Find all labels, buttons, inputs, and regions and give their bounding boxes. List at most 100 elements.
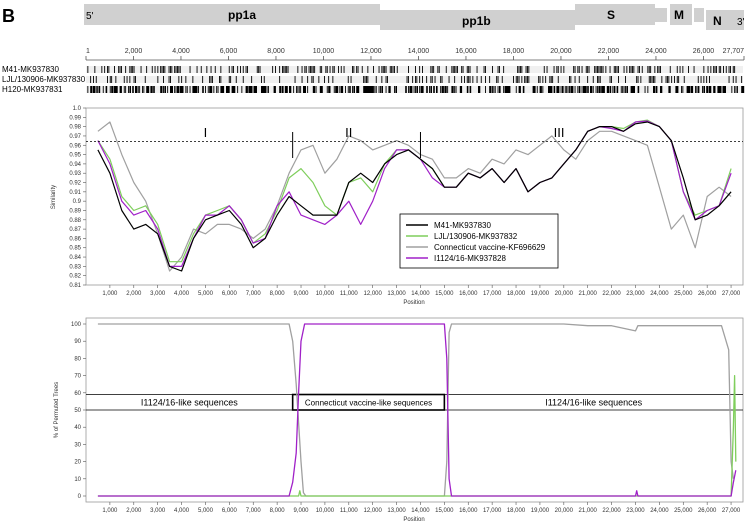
bootscan-x-tick-label: 16,000 xyxy=(459,508,478,514)
ruler-tick-label: 2,000 xyxy=(125,48,143,55)
similarity-y-tick-label: 0.84 xyxy=(69,255,81,261)
ruler-tick-label: 18,000 xyxy=(503,48,525,55)
similarity-x-tick-label: 19,000 xyxy=(531,291,550,297)
similarity-y-tick-label: 0.95 xyxy=(69,153,81,159)
track-label-h120: H120-MK937831 xyxy=(2,85,63,94)
region-label: I xyxy=(204,125,208,140)
similarity-series-line xyxy=(97,121,732,272)
ruler-tick-label: 16,000 xyxy=(455,48,477,55)
bootscan-x-tick-label: 3,000 xyxy=(150,508,166,514)
ruler-tick-label: 10,000 xyxy=(313,48,335,55)
bootscan-x-tick-label: 21,000 xyxy=(579,508,598,514)
bootscan-y-tick-label: 50 xyxy=(74,408,81,414)
similarity-y-tick-label: 0.98 xyxy=(69,125,81,131)
gene-bar-small-2 xyxy=(694,8,704,22)
similarity-y-tick-label: 0.83 xyxy=(69,264,81,270)
similarity-y-tick-label: 0.99 xyxy=(69,115,81,121)
similarity-x-tick-label: 20,000 xyxy=(555,291,574,297)
bootscan-series-line xyxy=(97,323,735,497)
similarity-legend: M41-MK937830 LJL/130906-MK937832 Connect… xyxy=(399,213,559,269)
similarity-series-line xyxy=(97,121,732,272)
three-prime-label: 3' xyxy=(737,17,745,28)
legend-label-connecticut: Connecticut vaccine-KF696629 xyxy=(434,243,546,252)
bootscan-x-tick-label: 11,000 xyxy=(340,508,359,514)
similarity-x-tick-label: 11,000 xyxy=(340,291,359,297)
bootscan-x-tick-label: 9,000 xyxy=(294,508,310,514)
similarity-x-tick-label: 14,000 xyxy=(411,291,430,297)
ruler-tick-label: 12,000 xyxy=(360,48,382,55)
similarity-y-tick-label: 0.88 xyxy=(69,218,81,224)
gene-bar-m xyxy=(670,4,692,25)
similarity-x-tick-label: 23,000 xyxy=(626,291,645,297)
similarity-y-tick-label: 0.82 xyxy=(69,274,81,280)
similarity-y-tick-label: 0.96 xyxy=(69,143,81,149)
similarity-x-tick-label: 18,000 xyxy=(507,291,526,297)
bootscan-x-tick-label: 23,000 xyxy=(626,508,645,514)
bootscan-y-tick-label: 90 xyxy=(74,339,81,345)
gene-label-n: N xyxy=(713,14,722,28)
similarity-y-tick-label: 0.97 xyxy=(69,134,81,140)
bootscan-x-tick-label: 24,000 xyxy=(650,508,669,514)
similarity-y-tick-label: 0.81 xyxy=(69,283,81,289)
bootscan-x-tick-label: 1,000 xyxy=(102,508,118,514)
bootscan-x-tick-label: 14,000 xyxy=(411,508,430,514)
ruler-tick-label: 8,000 xyxy=(267,48,285,55)
similarity-x-label: Position xyxy=(403,300,424,306)
bootscan-series-line xyxy=(97,374,737,497)
similarity-x-tick-label: 25,000 xyxy=(674,291,693,297)
bootscan-x-tick-label: 20,000 xyxy=(555,508,574,514)
bootscan-x-tick-label: 26,000 xyxy=(698,508,717,514)
similarity-x-tick-label: 2,000 xyxy=(126,291,142,297)
bootscan-x-tick-label: 8,000 xyxy=(270,508,286,514)
alignment-track-marks xyxy=(87,86,745,93)
genome-ruler: 1 2,000 4,000 6,000 8,000 10,000 12,000 14,000 1… xyxy=(85,48,745,61)
similarity-x-tick-label: 26,000 xyxy=(698,291,717,297)
similarity-x-tick-label: 16,000 xyxy=(459,291,478,297)
alignment-track-marks xyxy=(90,76,743,83)
ruler-tick-label: 26,000 xyxy=(693,48,715,55)
ruler-tick-label: 14,000 xyxy=(408,48,430,55)
similarity-x-tick-label: 15,000 xyxy=(435,291,454,297)
similarity-y-tick-label: 0.94 xyxy=(69,162,81,168)
bootscan-x-tick-label: 17,000 xyxy=(483,508,502,514)
alignment-track-marks xyxy=(87,66,736,73)
gene-bar-pp1a xyxy=(84,4,380,25)
similarity-x-tick-label: 22,000 xyxy=(602,291,621,297)
similarity-x-tick-label: 13,000 xyxy=(387,291,406,297)
bootscan-x-tick-label: 5,000 xyxy=(198,508,214,514)
similarity-y-tick-label: 0.9 xyxy=(73,199,82,205)
gene-label-pp1a: pp1a xyxy=(228,8,256,22)
gene-bar-small-1 xyxy=(655,8,667,22)
connecticut-segment-box xyxy=(291,393,446,411)
bootscan-x-tick-label: 22,000 xyxy=(602,508,621,514)
gene-bar-n xyxy=(706,10,744,30)
ruler-tick-label: 22,000 xyxy=(598,48,620,55)
bootscan-x-tick-label: 12,000 xyxy=(364,508,383,514)
alignment-track-bg xyxy=(86,66,743,73)
similarity-x-tick-label: 6,000 xyxy=(222,291,238,297)
similarity-x-tick-label: 9,000 xyxy=(294,291,310,297)
bootscan-y-tick-label: 60 xyxy=(74,391,81,397)
panel-label: B xyxy=(2,6,15,26)
segment-label: I1124/16-like sequences xyxy=(545,397,642,407)
gene-label-m: M xyxy=(674,8,684,22)
bootscan-x-tick-label: 27,000 xyxy=(722,508,741,514)
bootscan-x-tick-label: 2,000 xyxy=(126,508,142,514)
similarity-x-tick-label: 5,000 xyxy=(198,291,214,297)
bootscan-y-tick-label: 0 xyxy=(78,494,82,500)
alignment-track-bg xyxy=(86,76,743,83)
bootscan-x-tick-label: 15,000 xyxy=(435,508,454,514)
bootscan-y-tick-label: 30 xyxy=(74,442,81,448)
similarity-x-tick-label: 10,000 xyxy=(316,291,335,297)
ruler-tick-label: 1 xyxy=(86,48,90,55)
similarity-x-tick-label: 21,000 xyxy=(579,291,598,297)
bootscan-y-tick-label: 100 xyxy=(71,322,82,328)
bootscan-x-tick-label: 18,000 xyxy=(507,508,526,514)
ruler-tick-label: 4,000 xyxy=(172,48,190,55)
similarity-x-tick-label: 12,000 xyxy=(364,291,383,297)
region-label: II xyxy=(345,125,352,140)
legend-label-i1124: I1124/16-MK937828 xyxy=(434,254,506,263)
similarity-x-tick-label: 7,000 xyxy=(246,291,262,297)
bootscan-x-tick-label: 25,000 xyxy=(674,508,693,514)
